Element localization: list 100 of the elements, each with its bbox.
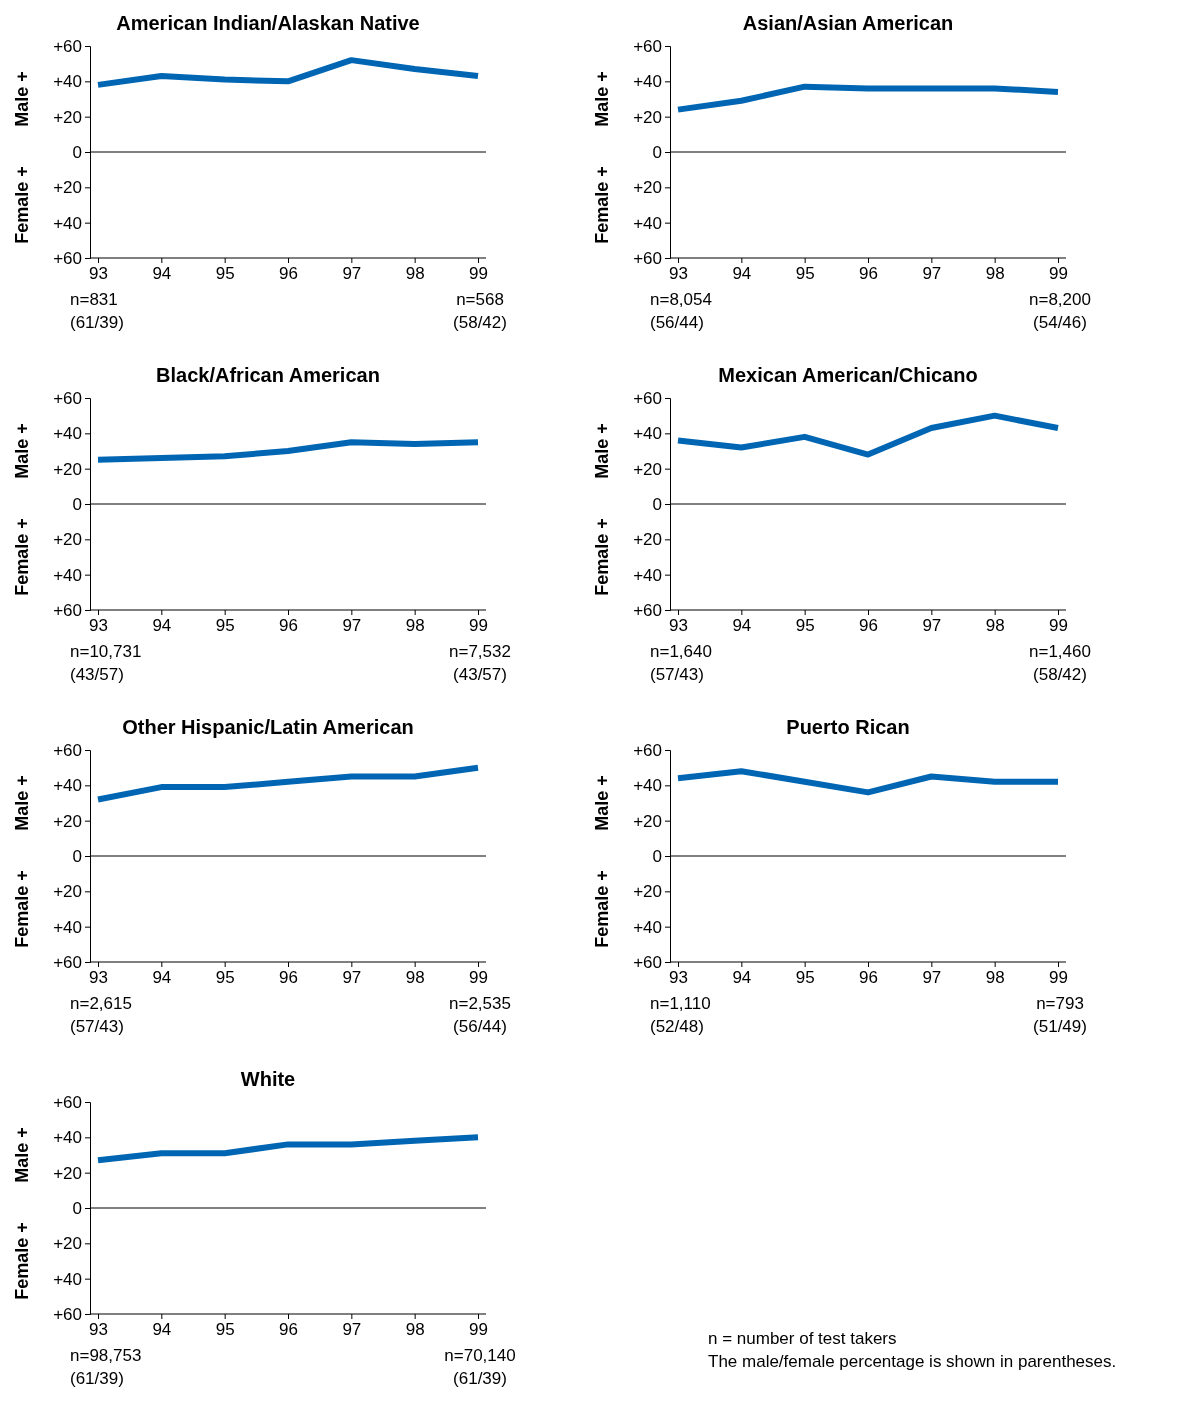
text: n=1,640	[650, 642, 712, 661]
x-tick-label: 97	[922, 968, 942, 988]
text: (52/48)	[650, 1017, 704, 1036]
y-tick-label: +40	[53, 72, 82, 92]
text: n=7,532	[449, 642, 511, 661]
text: n=568	[456, 290, 504, 309]
y-tick-label: +20	[53, 1163, 82, 1183]
x-tick-label: 95	[795, 264, 815, 284]
x-tick-label: 97	[922, 616, 942, 636]
text: n=8,200	[1029, 290, 1091, 309]
x-tick-label: 98	[985, 616, 1005, 636]
text: (51/49)	[1033, 1017, 1087, 1036]
y-tick-label: +40	[633, 565, 662, 585]
y-tick-label: 0	[72, 142, 82, 162]
x-tick-label: 96	[279, 968, 298, 988]
y-tick-label: +20	[633, 882, 662, 902]
text: n = number of test takers	[708, 1329, 897, 1348]
x-tick-label: 95	[215, 1320, 235, 1340]
x-tick-label: 99	[469, 968, 488, 988]
x-tick-label: 99	[469, 616, 488, 636]
x-tick-label: 96	[279, 616, 298, 636]
y-tick-label: +60	[633, 248, 662, 268]
x-tick-label: 94	[732, 616, 752, 636]
x-tick-label: 99	[1049, 968, 1068, 988]
x-tick-label: 95	[215, 968, 235, 988]
x-tick-label: 93	[89, 968, 108, 988]
x-tick-label: 96	[859, 264, 878, 284]
text: The male/female percentage is shown in parentheses.	[708, 1352, 1117, 1371]
y-tick-label: +40	[53, 565, 82, 585]
text: n=793	[1036, 994, 1084, 1013]
text: (61/39)	[453, 1369, 507, 1388]
x-tick-label: 95	[215, 616, 235, 636]
chart-title: White	[240, 1068, 296, 1090]
x-tick-label: 96	[279, 264, 298, 284]
text: (57/43)	[650, 665, 704, 684]
text: (43/57)	[70, 665, 124, 684]
x-tick-label: 96	[279, 1320, 298, 1340]
text: n=2,615	[70, 994, 132, 1013]
x-tick-label: 96	[859, 616, 878, 636]
y-tick-label: +40	[53, 917, 82, 937]
text: n=8,054	[650, 290, 712, 309]
y-tick-label: 0	[72, 846, 82, 866]
y-tick-label: +60	[53, 1092, 82, 1112]
y-tick-label: +60	[633, 952, 662, 972]
x-tick-label: 99	[1049, 264, 1068, 284]
x-tick-label: 97	[342, 264, 362, 284]
x-tick-label: 98	[405, 968, 425, 988]
text: n=70,140	[444, 1346, 516, 1365]
text: (58/42)	[1033, 665, 1087, 684]
y-tick-label: +20	[53, 1234, 82, 1254]
x-tick-label: 93	[669, 968, 688, 988]
x-tick-label: 95	[795, 968, 815, 988]
y-tick-label: +40	[633, 424, 662, 444]
x-tick-label: 96	[859, 968, 878, 988]
y-tick-label: +20	[53, 459, 82, 479]
y-tick-label: +40	[53, 776, 82, 796]
y-tick-label: 0	[652, 494, 662, 514]
x-tick-label: 93	[669, 264, 688, 284]
y-tick-label: +20	[633, 811, 662, 831]
y-tick-label: +20	[633, 178, 662, 198]
y-axis-title: Male +	[592, 423, 612, 479]
text: n=1,460	[1029, 642, 1091, 661]
x-tick-label: 98	[405, 1320, 425, 1340]
y-tick-label: +60	[53, 36, 82, 56]
y-tick-label: +40	[633, 72, 662, 92]
y-tick-label: +60	[633, 600, 662, 620]
y-tick-label: 0	[652, 142, 662, 162]
x-tick-label: 99	[1049, 616, 1068, 636]
y-tick-label: +60	[633, 36, 662, 56]
y-axis-title: Male +	[592, 775, 612, 831]
chart-title: American Indian/Alaskan Native	[116, 12, 420, 34]
x-tick-label: 97	[342, 616, 362, 636]
x-tick-label: 94	[732, 264, 752, 284]
y-tick-label: +20	[633, 530, 662, 550]
chart-title: Mexican American/Chicano	[718, 364, 978, 386]
x-tick-label: 95	[795, 616, 815, 636]
y-tick-label: 0	[72, 494, 82, 514]
text: (43/57)	[453, 665, 507, 684]
y-tick-label: +40	[53, 1128, 82, 1148]
text: (56/44)	[453, 1017, 507, 1036]
text: (57/43)	[70, 1017, 124, 1036]
x-tick-label: 93	[669, 616, 688, 636]
chart-title: Puerto Rican	[786, 716, 910, 738]
y-tick-label: +40	[53, 424, 82, 444]
text: Female +	[12, 870, 32, 948]
text: n=10,731	[70, 642, 142, 661]
y-axis-title: Male +	[592, 71, 612, 127]
x-tick-label: 94	[732, 968, 752, 988]
x-tick-label: 99	[469, 264, 488, 284]
x-tick-label: 97	[342, 968, 362, 988]
text: Female +	[12, 1222, 32, 1300]
x-tick-label: 98	[985, 264, 1005, 284]
text: (54/46)	[1033, 313, 1087, 332]
x-tick-label: 93	[89, 1320, 108, 1340]
y-tick-label: 0	[652, 846, 662, 866]
y-tick-label: +60	[53, 600, 82, 620]
text: Female +	[592, 518, 612, 596]
x-tick-label: 98	[405, 616, 425, 636]
y-tick-label: +40	[53, 1269, 82, 1289]
y-tick-label: +40	[633, 917, 662, 937]
